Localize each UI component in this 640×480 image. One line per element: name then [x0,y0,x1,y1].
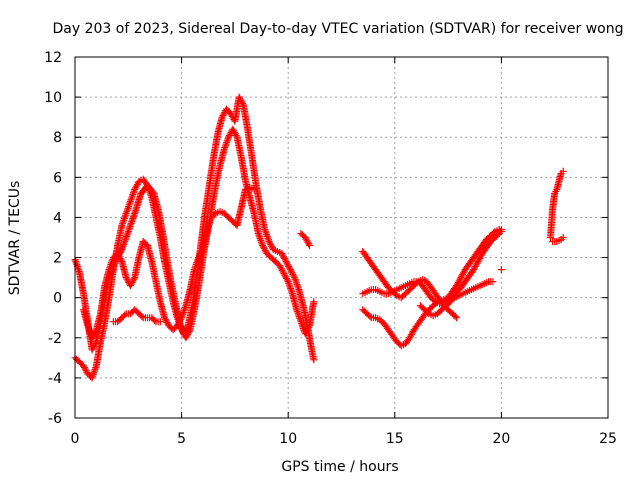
tick-labels: 0 5 10 15 20 25 -6 -4 -2 0 2 4 6 8 10 12 [44,50,617,447]
y-tick-label: -6 [48,411,62,427]
x-tick-label: 5 [177,431,186,447]
x-tick-label: 10 [279,431,297,447]
y-tick-label: 12 [44,50,62,66]
y-tick-label: 2 [53,251,62,267]
y-tick-label: 0 [53,291,62,307]
y-tick-label: 4 [53,210,62,226]
series-trace-k [546,167,567,245]
x-axis-label: GPS time / hours [281,459,398,475]
series-markers [416,278,497,320]
chart-title: Day 203 of 2023, Sidereal Day-to-day VTE… [53,21,624,37]
x-tick-label: 15 [386,431,404,447]
series-markers [497,266,505,274]
y-axis-label: SDTVAR / TECUs [7,181,23,296]
y-tick-label: -4 [48,371,62,387]
y-tick-label: 8 [53,130,62,146]
y-tick-label: 6 [53,170,62,186]
series-trace-c [80,183,258,342]
plot-frame [74,56,609,419]
series-markers [80,183,258,342]
series-trace-i [416,278,497,320]
series-trace-d [109,306,164,326]
y-tick-label: -2 [48,331,62,347]
x-tick-label: 20 [492,431,510,447]
series-markers [109,306,164,326]
x-tick-label: 0 [71,431,80,447]
x-tick-label: 25 [599,431,617,447]
series-markers [359,226,505,308]
series-trace-e [297,230,313,249]
series-markers [546,167,567,245]
series-trace-j [497,266,505,274]
grid-lines [75,57,608,418]
y-tick-label: 10 [44,90,62,106]
series-markers [297,230,313,249]
series-trace-h [359,226,505,308]
